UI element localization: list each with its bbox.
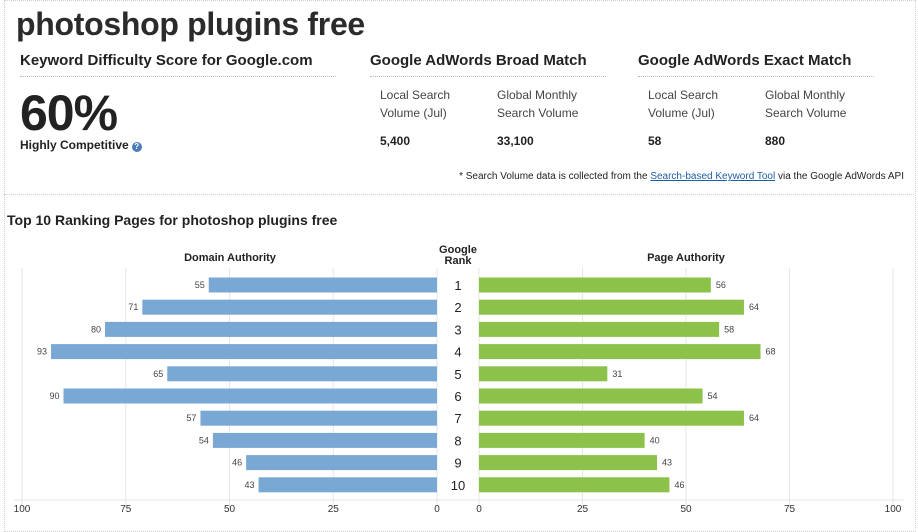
page-authority-bar: [479, 321, 720, 337]
competitive-label: Highly Competitive?: [20, 138, 142, 152]
google-rank-heading-line1: Google: [439, 244, 477, 256]
domain-authority-value: 54: [199, 435, 209, 445]
page-authority-bar: [479, 477, 670, 493]
domain-authority-bar: [212, 432, 437, 448]
domain-authority-bar: [208, 277, 437, 293]
domain-authority-bar: [142, 299, 437, 315]
page-authority-bar: [479, 388, 703, 404]
help-question-icon[interactable]: ?: [131, 142, 142, 152]
broad-local-label: Local Search Volume (Jul): [380, 88, 451, 120]
page-tick-label: 100: [885, 504, 902, 515]
page-authority-value: 64: [749, 413, 759, 423]
domain-authority-value: 90: [49, 391, 59, 401]
exact-match-heading-rule: [638, 76, 874, 77]
page-authority-value: 31: [612, 369, 622, 379]
page-authority-bar: [479, 344, 761, 360]
domain-authority-value: 80: [91, 324, 101, 334]
page-authority-value: 64: [749, 302, 759, 312]
competitive-text: Highly Competitive: [20, 138, 129, 152]
section-divider: [4, 194, 914, 195]
domain-authority-value: 65: [153, 369, 163, 379]
google-rank-label: 6: [454, 389, 461, 404]
exact-global-value: 880: [765, 134, 786, 148]
page-tick-label: 75: [784, 504, 796, 515]
broad-match-heading-rule: [370, 76, 606, 77]
google-rank-label: 3: [454, 322, 461, 337]
page-authority-value: 54: [708, 391, 718, 401]
broad-global-label: Global Monthly Search Volume: [497, 88, 579, 120]
domain-tick-label: 50: [224, 504, 236, 515]
page-authority-heading: Page Authority: [647, 252, 725, 264]
exact-local-value: 58: [648, 134, 662, 148]
domain-authority-bar: [246, 455, 437, 471]
keyword-tool-link[interactable]: Search-based Keyword Tool: [650, 171, 776, 182]
domain-tick-label: 100: [14, 504, 31, 515]
domain-authority-bar: [200, 410, 437, 426]
google-rank-label: 1: [454, 278, 461, 293]
domain-tick-label: 0: [434, 504, 440, 515]
broad-match-heading: Google AdWords Broad Match: [370, 52, 587, 69]
page-tick-label: 50: [680, 504, 692, 515]
exact-global-label: Global Monthly Search Volume: [765, 88, 847, 120]
page-tick-label: 25: [577, 504, 589, 515]
domain-tick-label: 75: [120, 504, 132, 515]
google-rank-label: 10: [451, 478, 465, 493]
google-rank-label: 8: [454, 433, 461, 448]
domain-authority-bar: [51, 344, 438, 360]
page-authority-bar: [479, 366, 608, 382]
exact-local-label: Local Search Volume (Jul): [648, 88, 719, 120]
domain-authority-value: 57: [186, 413, 196, 423]
page-tick-label: 0: [476, 504, 482, 515]
page-authority-bar: [479, 410, 744, 426]
google-rank-label: 7: [454, 411, 461, 426]
google-rank-label: 4: [454, 345, 461, 360]
page-authority-value: 40: [650, 435, 660, 445]
google-rank-label: 2: [454, 300, 461, 315]
keyword-title: photoshop plugins free: [16, 6, 365, 42]
domain-authority-heading: Domain Authority: [184, 252, 276, 264]
page-authority-bar: [479, 432, 645, 448]
difficulty-heading: Keyword Difficulty Score for Google.com: [20, 52, 313, 69]
ranking-title: Top 10 Ranking Pages for photoshop plugi…: [7, 212, 338, 228]
broad-local-value: 5,400: [380, 134, 411, 148]
domain-authority-value: 93: [37, 347, 47, 357]
difficulty-heading-rule: [20, 76, 336, 77]
google-rank-label: 5: [454, 367, 461, 382]
top-rule: [4, 0, 914, 1]
exact-match-heading: Google AdWords Exact Match: [638, 52, 852, 69]
google-rank-label: 9: [454, 456, 461, 471]
google-rank-heading: Google Rank: [428, 245, 488, 267]
broad-global-value: 33,100: [497, 134, 534, 148]
page-authority-value: 68: [766, 347, 776, 357]
domain-authority-value: 43: [245, 480, 255, 490]
page-authority-bar: [479, 299, 744, 315]
search-volume-footnote: * Search Volume data is collected from t…: [459, 171, 904, 182]
domain-authority-value: 71: [128, 302, 138, 312]
domain-authority-bar: [105, 321, 437, 337]
page-authority-value: 58: [724, 324, 734, 334]
page-authority-bar: [479, 455, 658, 471]
domain-tick-label: 25: [328, 504, 340, 515]
difficulty-score: 60%: [20, 85, 118, 141]
domain-authority-value: 46: [232, 458, 242, 468]
footnote-prefix: * Search Volume data is collected from t…: [459, 171, 648, 182]
page-authority-value: 56: [716, 280, 726, 290]
page-authority-bar: [479, 277, 711, 293]
footnote-suffix: via the Google AdWords API: [777, 171, 904, 182]
domain-authority-value: 55: [195, 280, 205, 290]
domain-authority-bar: [258, 477, 437, 493]
domain-authority-bar: [167, 366, 437, 382]
page-authority-value: 43: [662, 458, 672, 468]
page-authority-value: 46: [674, 480, 684, 490]
domain-authority-bar: [63, 388, 437, 404]
google-rank-heading-line2: Rank: [444, 255, 472, 267]
